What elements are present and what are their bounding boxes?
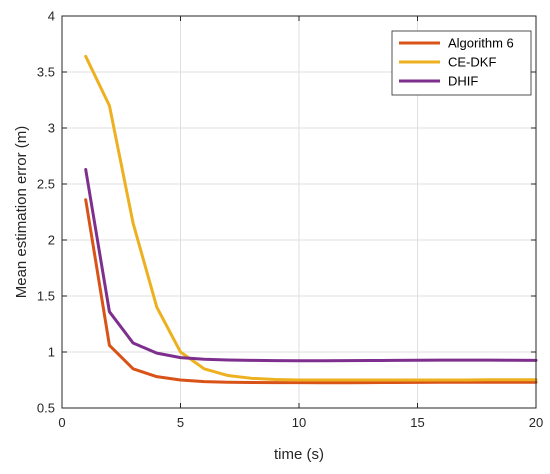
y-tick-label: 0.5 [37,401,55,416]
y-tick-label: 1 [48,345,55,360]
x-tick-label: 5 [177,415,184,430]
y-tick-label: 3 [48,121,55,136]
x-tick-label: 20 [529,415,543,430]
x-axis-label: time (s) [274,446,324,463]
legend-label-ce-dkf: CE-DKF [448,55,496,70]
y-tick-label: 2 [48,233,55,248]
y-tick-labels: 0.5 1 1.5 2 2.5 3 3.5 4 [37,9,55,416]
series-line-algorithm-6 [84,198,538,385]
series-lines [84,54,538,385]
x-tick-label: 0 [58,415,65,430]
y-tick-label: 3.5 [37,65,55,80]
legend-label-dhif: DHIF [448,74,478,89]
legend-label-algorithm-6: Algorithm 6 [448,36,514,51]
y-axis-label: Mean estimation error (m) [13,126,30,299]
y-tick-label: 4 [48,9,55,24]
x-tick-label: 15 [410,415,424,430]
x-tick-labels: 0 5 10 15 20 [58,415,543,430]
x-tick-label: 10 [292,415,306,430]
y-tick-label: 1.5 [37,289,55,304]
axis-ticks [61,15,537,409]
legend: Algorithm 6 CE-DKF DHIF [391,30,532,96]
series-line-ce-dkf [84,54,538,382]
series-line-dhif [84,167,538,363]
y-tick-label: 2.5 [37,177,55,192]
